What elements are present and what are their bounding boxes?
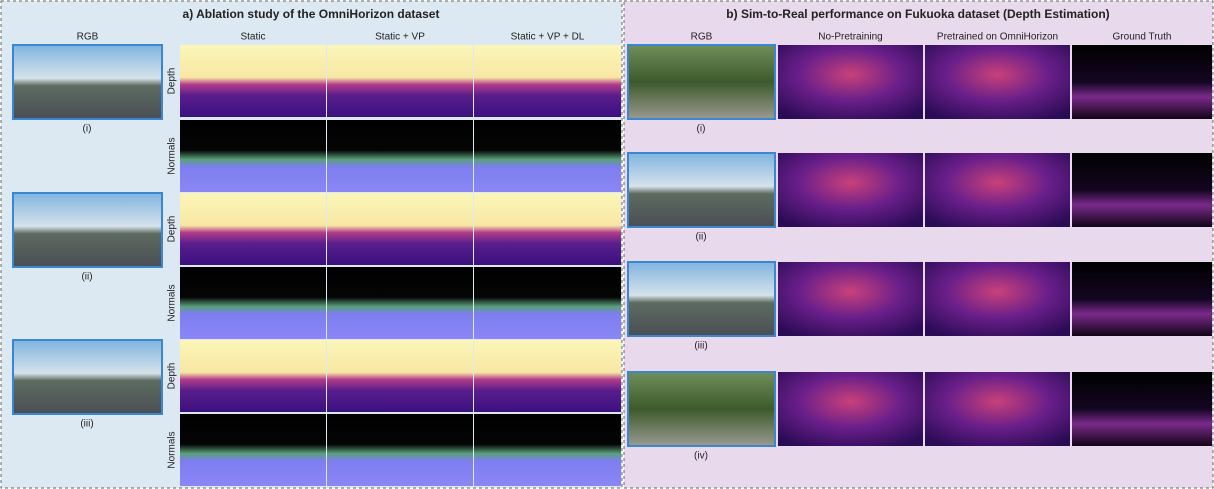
row-label: Depth: [167, 216, 178, 243]
column-header: RGB: [77, 32, 99, 43]
caption: (i): [697, 124, 706, 135]
column-header: No-Pretraining: [818, 32, 882, 43]
depth-map: [474, 340, 621, 412]
rgb-image: [13, 193, 162, 267]
depth-map: [925, 45, 1070, 119]
rgb-image: [13, 340, 162, 414]
rgb-image: [628, 262, 775, 336]
rgb-image: [628, 372, 775, 446]
depth-map: [778, 153, 923, 227]
panel-b-title: b) Sim-to-Real performance on Fukuoka da…: [726, 7, 1109, 21]
depth-map: [474, 45, 621, 117]
rgb-image: [628, 153, 775, 227]
depth-map: [778, 372, 923, 446]
depth-map: [327, 340, 473, 412]
column-header: RGB: [691, 32, 713, 43]
depth-map: [925, 372, 1070, 446]
normal-map: [327, 120, 473, 192]
depth-map: [1072, 45, 1212, 119]
row-label: Normals: [167, 431, 178, 468]
normal-map: [327, 267, 473, 339]
depth-map: [925, 153, 1070, 227]
depth-map: [778, 45, 923, 119]
figure: a) Ablation study of the OmniHorizon dat…: [0, 0, 1214, 489]
column-header: Pretrained on OmniHorizon: [937, 32, 1058, 43]
depth-map: [180, 45, 326, 117]
depth-map: [778, 262, 923, 336]
depth-map: [180, 193, 326, 265]
row-label: Depth: [167, 68, 178, 95]
column-header: Static: [240, 32, 265, 43]
rgb-image: [628, 45, 775, 119]
panel-a-title: a) Ablation study of the OmniHorizon dat…: [183, 7, 440, 21]
caption: (ii): [695, 232, 706, 243]
normal-map: [180, 120, 326, 192]
caption: (i): [83, 124, 92, 135]
normal-map: [327, 414, 473, 486]
normal-map: [180, 414, 326, 486]
depth-map: [1072, 372, 1212, 446]
normal-map: [180, 267, 326, 339]
caption: (iv): [694, 451, 708, 462]
column-header: Ground Truth: [1113, 32, 1172, 43]
rgb-image: [13, 45, 162, 119]
normal-map: [474, 414, 621, 486]
caption: (iii): [80, 419, 93, 430]
normal-map: [474, 267, 621, 339]
depth-map: [327, 45, 473, 117]
depth-map: [474, 193, 621, 265]
depth-map: [1072, 262, 1212, 336]
row-label: Normals: [167, 284, 178, 321]
depth-map: [327, 193, 473, 265]
depth-map: [1072, 153, 1212, 227]
caption: (ii): [81, 272, 92, 283]
normal-map: [474, 120, 621, 192]
caption: (iii): [694, 341, 707, 352]
row-label: Depth: [167, 363, 178, 390]
column-header: Static + VP: [375, 32, 425, 43]
depth-map: [925, 262, 1070, 336]
row-label: Normals: [167, 137, 178, 174]
column-header: Static + VP + DL: [511, 32, 585, 43]
depth-map: [180, 340, 326, 412]
